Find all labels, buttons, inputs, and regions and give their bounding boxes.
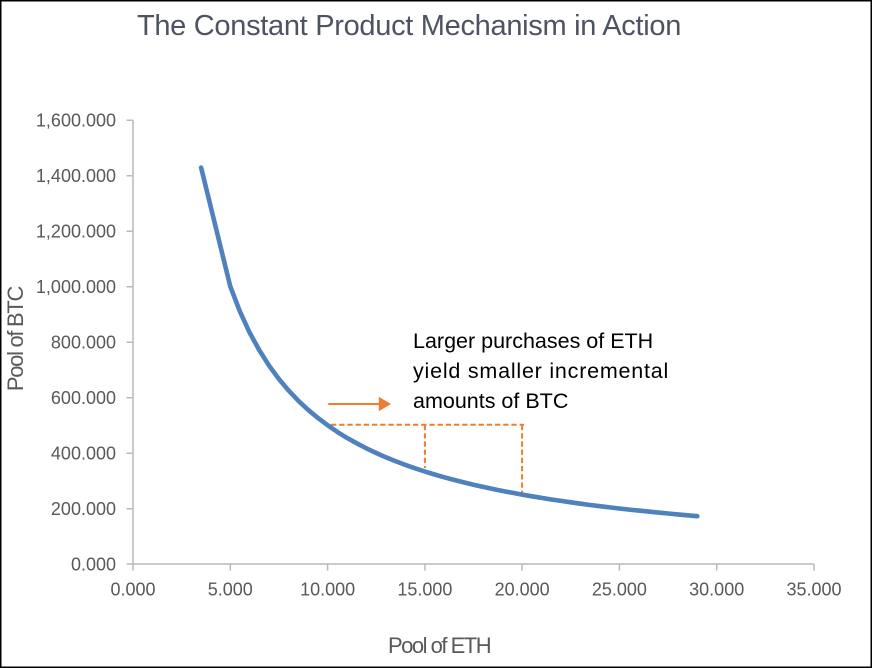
svg-text:5.000: 5.000 [208,580,253,600]
svg-text:1,200.000: 1,200.000 [36,222,116,242]
svg-text:0.000: 0.000 [71,555,116,575]
svg-text:1,000.000: 1,000.000 [36,277,116,297]
svg-text:35.000: 35.000 [786,580,841,600]
svg-text:600.000: 600.000 [51,388,116,408]
svg-text:10.000: 10.000 [300,580,355,600]
svg-text:200.000: 200.000 [51,499,116,519]
svg-text:1,400.000: 1,400.000 [36,166,116,186]
svg-text:25.000: 25.000 [592,580,647,600]
svg-text:20.000: 20.000 [495,580,550,600]
svg-text:15.000: 15.000 [397,580,452,600]
svg-text:30.000: 30.000 [689,580,744,600]
svg-text:400.000: 400.000 [51,444,116,464]
svg-text:800.000: 800.000 [51,333,116,353]
svg-text:1,600.000: 1,600.000 [36,111,116,131]
svg-text:0.000: 0.000 [110,580,155,600]
